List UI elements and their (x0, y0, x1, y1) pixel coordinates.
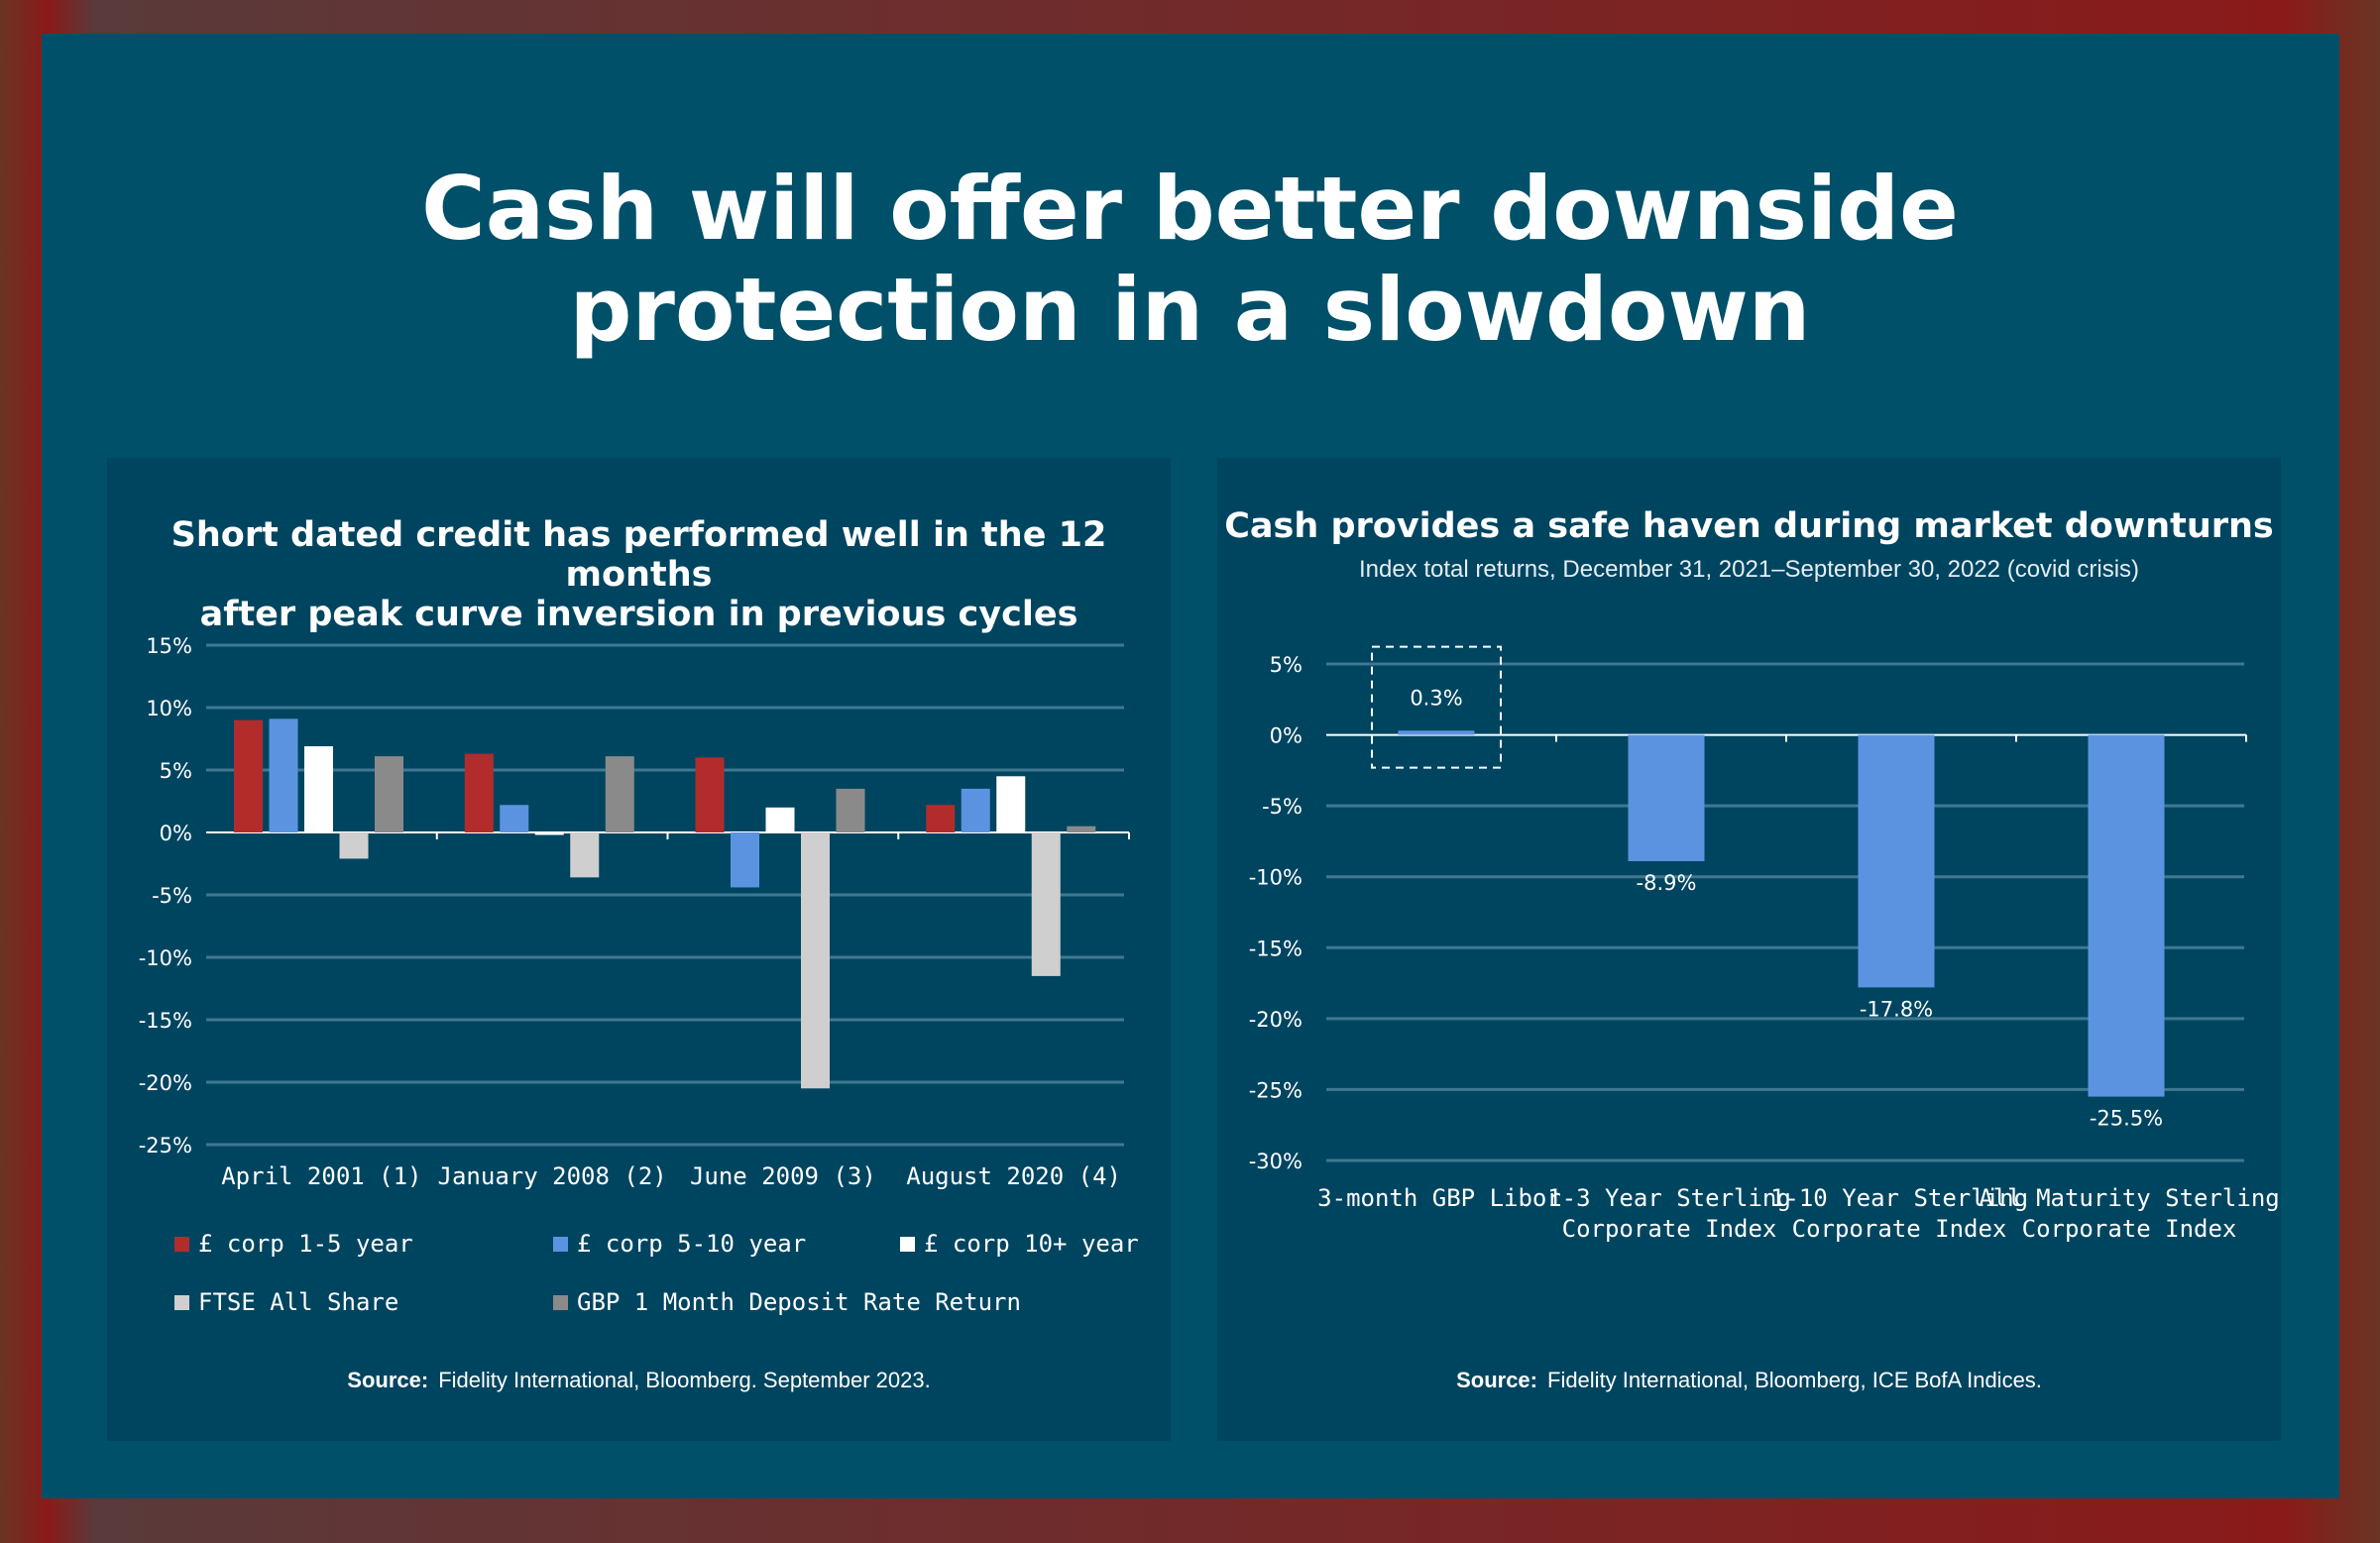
y-tick-label: -25% (1249, 1078, 1303, 1102)
y-tick-label: 10% (146, 697, 192, 720)
x-category-label: 3-month GBP Libor (1317, 1184, 1561, 1212)
bar (765, 807, 795, 832)
legend-item: FTSE All Share (174, 1288, 398, 1316)
x-category-label: Corporate Index (1562, 1215, 1777, 1243)
y-tick-label: 5% (1270, 653, 1303, 677)
bar (2088, 734, 2165, 1097)
x-category-label: Corporate Index (2022, 1215, 2237, 1243)
right-bar-chart: 5% 0% -5% -10% -15% -20% -25% -30% 0.3% -8.9% -17.… (1249, 645, 2280, 1243)
bar (996, 776, 1026, 832)
legend-item: £ corp 1-5 year (174, 1230, 413, 1258)
bar (836, 788, 865, 832)
bar (1031, 832, 1061, 976)
left-bar-chart: 15% 10% 5% 0% -5% -10% -15% -20% -25% April 2001 … (139, 634, 1130, 1190)
x-category-label: 1-10 Year Sterling (1770, 1184, 2028, 1212)
bar (534, 832, 564, 835)
y-tick-label: -10% (139, 946, 192, 970)
bar (234, 719, 263, 832)
bar (1398, 730, 1475, 735)
y-tick-label: 15% (146, 634, 192, 658)
bar (375, 756, 403, 832)
data-label: -8.9% (1637, 871, 1697, 895)
right-source-text: Fidelity International, Bloomberg, ICE B… (1547, 1368, 2042, 1392)
legend-label: £ corp 1-5 year (198, 1230, 413, 1258)
legend-label: GBP 1 Month Deposit Rate Return (577, 1288, 1021, 1316)
left-chart-title: Short dated credit has performed well in… (107, 515, 1171, 634)
legend-swatch (174, 1294, 189, 1310)
legend-swatch (900, 1236, 915, 1252)
x-category-label: April 2001 (1) (221, 1162, 421, 1190)
left-source-label: Source: (347, 1368, 429, 1392)
legend-swatch (553, 1236, 568, 1252)
bar (500, 805, 529, 832)
data-label: -17.8% (1860, 997, 1933, 1021)
x-category-label: August 2020 (4) (906, 1162, 1121, 1190)
x-category-label: All Maturity Sterling (1979, 1184, 2279, 1212)
legend-item: £ corp 5-10 year (553, 1230, 806, 1258)
bar (801, 832, 830, 1089)
x-category-label: 1-3 Year Sterling (1547, 1184, 1791, 1212)
bar (731, 832, 759, 888)
left-chart-title-line-1: Short dated credit has performed well in… (170, 515, 1107, 595)
y-tick-label: 0% (1270, 724, 1303, 748)
y-tick-label: 0% (160, 822, 192, 845)
legend-swatch (553, 1294, 568, 1310)
x-category-label: June 2009 (3) (690, 1162, 876, 1190)
page-title-line-2: protection in a slowdown (569, 259, 1811, 361)
right-chart-source: Source: Fidelity International, Bloomberg… (1217, 1368, 2281, 1393)
left-source-text: Fidelity International, Bloomberg. Septe… (438, 1368, 931, 1392)
legend-label: £ corp 10+ year (924, 1230, 1139, 1258)
bar (1858, 734, 1935, 988)
right-source-label: Source: (1456, 1368, 1537, 1392)
legend-label: FTSE All Share (198, 1288, 399, 1316)
legend-item: £ corp 10+ year (900, 1230, 1139, 1258)
bar (269, 718, 298, 832)
right-chart-subtitle: Index total returns, December 31, 2021–S… (1358, 556, 2140, 583)
y-tick-label: -15% (139, 1009, 192, 1033)
bar (926, 805, 956, 832)
page-title: Cash will offer better downside protecti… (0, 159, 2380, 361)
left-chart-panel: Short dated credit has performed well in… (107, 458, 1171, 1441)
bar (1067, 826, 1096, 832)
bar (605, 756, 634, 832)
y-tick-label: -25% (139, 1134, 192, 1157)
left-chart-source: Source: Fidelity International, Bloomberg… (107, 1368, 1171, 1393)
y-tick-label: -15% (1249, 937, 1303, 960)
bar (570, 832, 600, 878)
bar (304, 746, 333, 832)
legend-label: £ corp 5-10 year (577, 1230, 807, 1258)
y-tick-label: 5% (160, 759, 192, 783)
legend-swatch (174, 1236, 189, 1252)
right-chart-title: Cash provides a safe haven during market… (1224, 506, 2274, 546)
y-tick-label: -20% (139, 1071, 192, 1095)
bar (961, 788, 990, 832)
y-tick-label: -5% (152, 884, 192, 908)
bar (464, 753, 494, 832)
data-label: 0.3% (1410, 686, 1462, 710)
y-tick-label: -5% (1262, 795, 1303, 819)
bar (339, 832, 369, 859)
x-category-label: January 2008 (2) (438, 1162, 667, 1190)
bar (1628, 734, 1705, 861)
legend-item: GBP 1 Month Deposit Rate Return (553, 1288, 1021, 1316)
page-title-line-1: Cash will offer better downside (421, 158, 1959, 260)
y-tick-label: -20% (1249, 1008, 1303, 1032)
y-tick-label: -30% (1249, 1150, 1303, 1173)
left-chart-title-line-2: after peak curve inversion in previous c… (199, 595, 1078, 634)
data-label: -25.5% (2090, 1107, 2163, 1131)
right-chart-panel: Cash provides a safe haven during market… (1217, 458, 2281, 1441)
x-category-label: Corporate Index (1792, 1215, 2007, 1243)
bar (695, 757, 725, 832)
y-tick-label: -10% (1249, 866, 1303, 890)
